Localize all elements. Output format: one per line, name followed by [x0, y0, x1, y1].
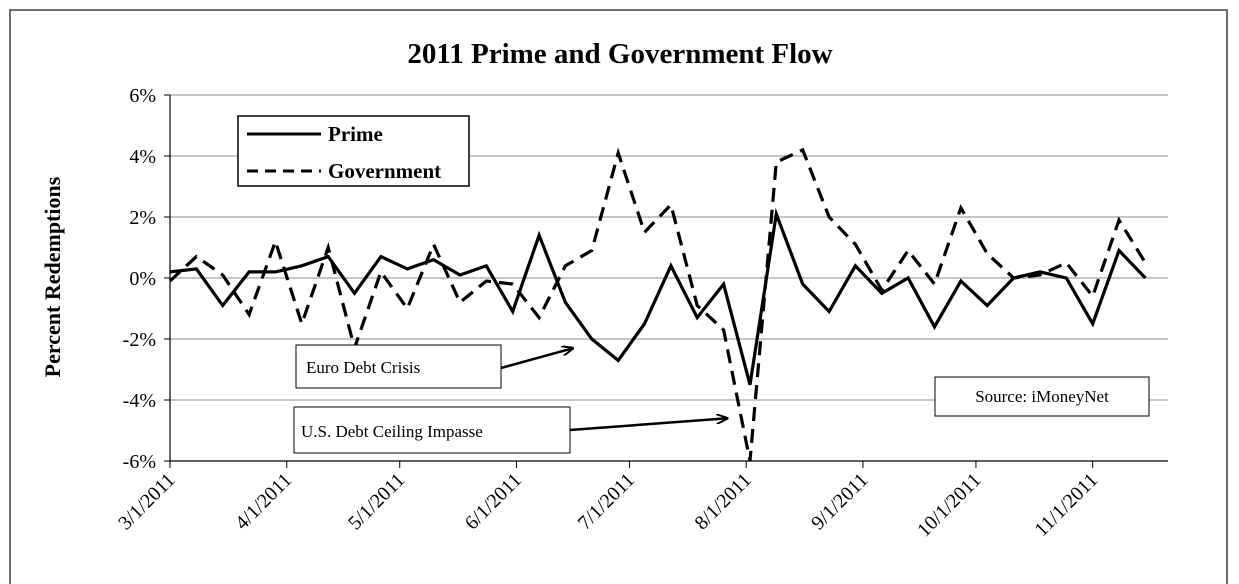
x-tick-label: 8/1/2011: [690, 469, 755, 534]
annotation-label: U.S. Debt Ceiling Impasse: [301, 422, 483, 441]
chart-frame: [9, 9, 1228, 584]
gridlines: [170, 94, 1168, 401]
y-tick-label: 0%: [129, 268, 156, 290]
x-tick-label: 10/1/2011: [913, 469, 985, 541]
y-tick-label: -4%: [123, 390, 156, 412]
x-tick-label: 3/1/2011: [114, 469, 179, 534]
legend-label-prime: Prime: [328, 122, 383, 146]
y-tick-label: 2%: [129, 207, 156, 229]
chart-title: 2011 Prime and Government Flow: [407, 38, 832, 70]
annotation-arrow: [500, 348, 573, 370]
annotation-label: Euro Debt Crisis: [306, 358, 420, 377]
series-line-government: [168, 147, 1147, 462]
annotation-box: [295, 344, 502, 389]
annotation-euro-debt-crisis: Euro Debt Crisis: [295, 344, 573, 389]
x-tick-label: 4/1/2011: [231, 469, 296, 534]
y-axis-label: Percent Redemptions: [40, 176, 65, 377]
x-tick-label: 11/1/2011: [1030, 469, 1102, 541]
y-tick-label: -2%: [123, 329, 156, 351]
legend-label-government: Government: [328, 159, 441, 183]
x-tick-label: 5/1/2011: [344, 469, 409, 534]
annotation-source: Source: iMoneyNet: [934, 376, 1150, 417]
annotation-box: [934, 376, 1150, 417]
annotation-debt-ceiling: U.S. Debt Ceiling Impasse: [293, 406, 727, 454]
y-tick-label: 4%: [129, 146, 156, 168]
x-tick-label: 6/1/2011: [461, 469, 526, 534]
legend: Prime Government: [237, 115, 470, 187]
y-tick-label: -6%: [123, 451, 156, 473]
y-axis-ticks: -6% -4% -2% 0% 2% 4% 6%: [123, 85, 170, 473]
x-tick-label: 9/1/2011: [807, 469, 872, 534]
annotation-arrow: [569, 418, 727, 432]
y-tick-label: 6%: [129, 85, 156, 107]
series-lines: [168, 147, 1147, 462]
annotation-box: [293, 406, 571, 454]
legend-box: [237, 115, 470, 187]
x-axis-ticks: 3/1/2011 4/1/2011 5/1/2011 6/1/2011 7/1/2011…: [114, 461, 1102, 541]
annotation-label: Source: iMoneyNet: [975, 387, 1109, 406]
x-tick-label: 7/1/2011: [574, 469, 639, 534]
